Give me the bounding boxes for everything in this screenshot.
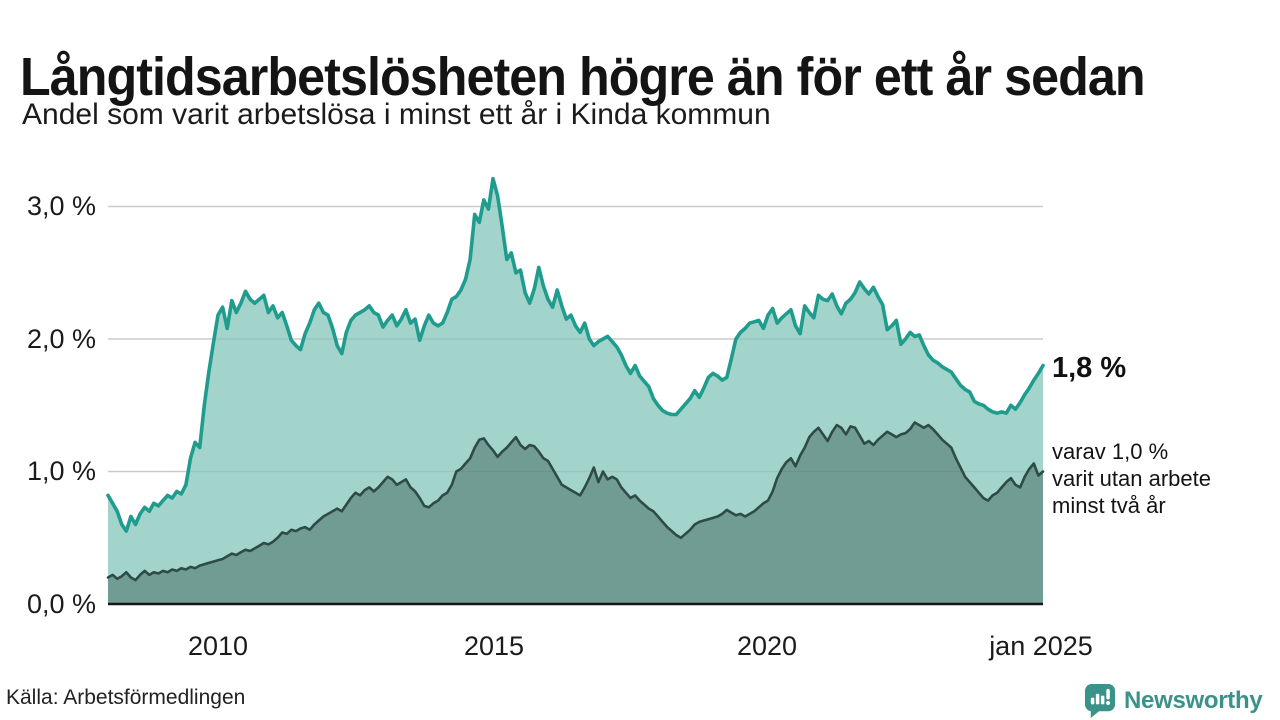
- newsworthy-logo-text: Newsworthy: [1124, 687, 1263, 714]
- y-axis-label-0: 0,0 %: [26, 589, 96, 619]
- y-axis-label-3: 3,0 %: [26, 191, 96, 221]
- newsworthy-logo: Newsworthy: [1084, 683, 1263, 719]
- chart-title: Långtidsarbetslösheten högre än för ett …: [20, 47, 1146, 108]
- x-axis-label-jan2025: jan 2025: [989, 631, 1093, 661]
- x-axis-label-2015: 2015: [463, 631, 525, 661]
- y-axis-label-2: 2,0 %: [26, 324, 96, 354]
- newsworthy-logo-icon: [1084, 684, 1116, 718]
- x-axis-label-2010: 2010: [187, 631, 249, 661]
- two-year-annotation-line-2: varit utan arbete: [1052, 466, 1211, 491]
- source-caption: Källa: Arbetsförmedlingen: [6, 686, 246, 709]
- x-axis-label-2020: 2020: [736, 631, 798, 661]
- chart-subtitle: Andel som varit arbetslösa i minst ett å…: [22, 98, 771, 131]
- y-axis-label-1: 1,0 %: [26, 456, 96, 486]
- two-year-annotation: varav 1,0 % varit utan arbete minst två …: [1052, 438, 1211, 519]
- two-year-annotation-line-3: minst två år: [1052, 493, 1166, 518]
- two-year-annotation-line-1: varav 1,0 %: [1052, 439, 1169, 464]
- latest-value-label: 1,8 %: [1052, 352, 1127, 384]
